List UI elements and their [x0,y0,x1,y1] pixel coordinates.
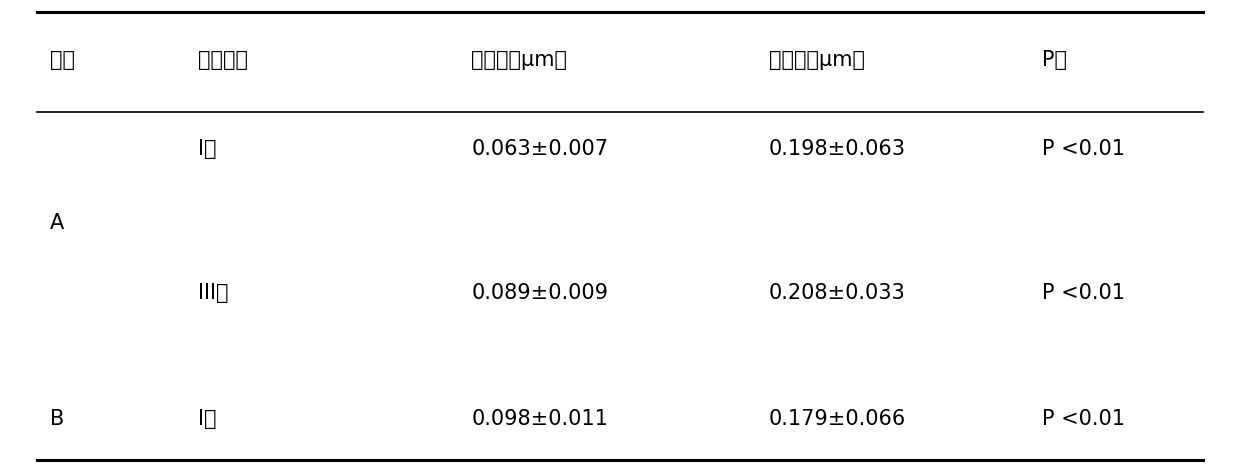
Text: 0.198±0.063: 0.198±0.063 [769,139,905,159]
Text: 0.208±0.033: 0.208±0.033 [769,283,905,303]
Text: 0.089±0.009: 0.089±0.009 [471,283,608,303]
Text: 实验侧（μm）: 实验侧（μm） [471,50,567,71]
Text: P <0.01: P <0.01 [1042,408,1125,429]
Text: P <0.01: P <0.01 [1042,139,1125,159]
Text: P值: P值 [1042,50,1066,71]
Text: 0.179±0.066: 0.179±0.066 [769,408,906,429]
Text: 对照侧（μm）: 对照侧（μm） [769,50,864,71]
Text: I型: I型 [198,408,217,429]
Text: 0.098±0.011: 0.098±0.011 [471,408,608,429]
Text: III型: III型 [198,283,229,303]
Text: I型: I型 [198,139,217,159]
Text: B: B [50,408,63,429]
Text: 组别: 组别 [50,50,74,71]
Text: 胶原类型: 胶原类型 [198,50,248,71]
Text: P <0.01: P <0.01 [1042,283,1125,303]
Text: A: A [50,213,63,233]
Text: 0.063±0.007: 0.063±0.007 [471,139,608,159]
